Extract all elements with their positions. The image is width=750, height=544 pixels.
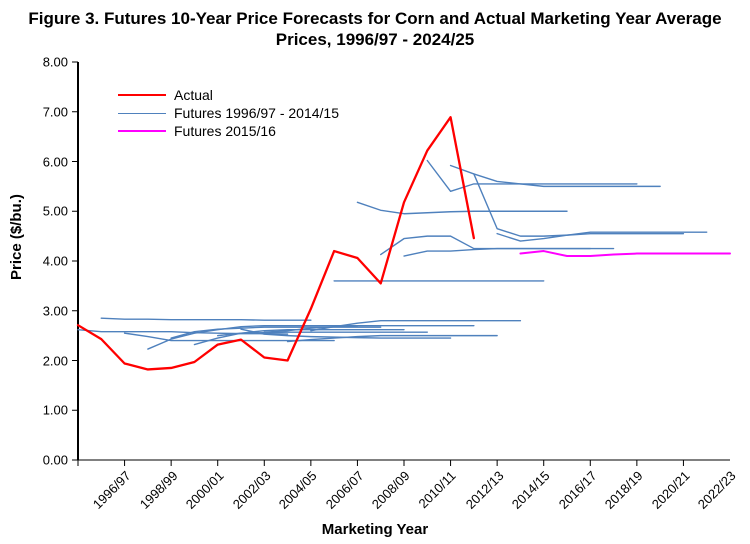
- futures-pink-line-0: [520, 251, 730, 256]
- plot-svg: [0, 0, 750, 544]
- legend: Actual Futures 1996/97 - 2014/15 Futures 2…: [118, 86, 339, 140]
- legend-row: Futures 2015/16: [118, 122, 339, 140]
- legend-swatch: [118, 94, 166, 96]
- legend-label: Actual: [174, 87, 213, 103]
- legend-row: Futures 1996/97 - 2014/15: [118, 104, 339, 122]
- legend-label: Futures 2015/16: [174, 123, 276, 139]
- legend-label: Futures 1996/97 - 2014/15: [174, 105, 339, 121]
- futures-blue-line-14: [404, 249, 614, 256]
- legend-swatch: [118, 130, 166, 132]
- futures-blue-line-13: [381, 236, 591, 254]
- legend-row: Actual: [118, 86, 339, 104]
- futures-blue-line-12: [357, 202, 567, 213]
- futures-blue-line-1: [101, 318, 311, 320]
- legend-swatch: [118, 113, 166, 114]
- chart-container: Figure 3. Futures 10-Year Price Forecast…: [0, 0, 750, 544]
